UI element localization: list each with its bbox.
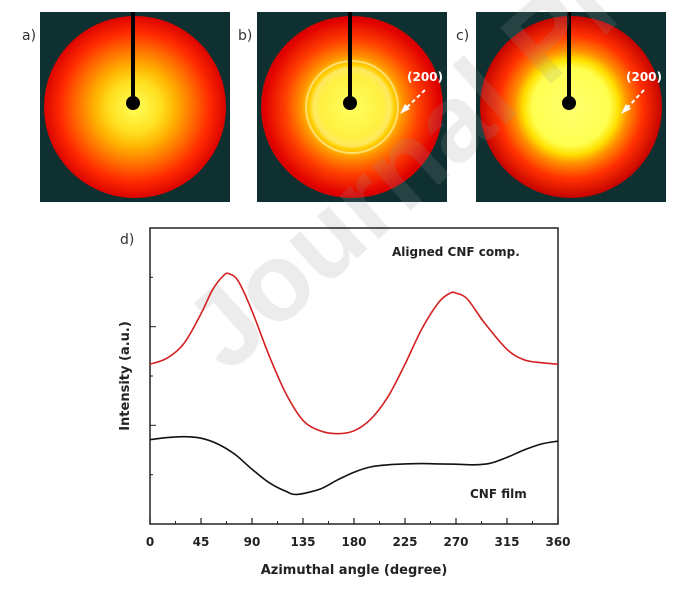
x-tick-label: 0 bbox=[146, 535, 154, 549]
panel-label-b: b) bbox=[238, 28, 253, 44]
series-lines bbox=[149, 272, 559, 496]
diffraction-pattern-c: (200) bbox=[476, 12, 666, 202]
panel-label-d: d) bbox=[120, 232, 135, 248]
panel-label-c: c) bbox=[456, 28, 470, 44]
pattern-b-beamstop-arm bbox=[348, 12, 352, 104]
series-label-0: Aligned CNF comp. bbox=[392, 245, 520, 259]
pattern-b-arrow bbox=[400, 89, 426, 114]
diffraction-pattern-b: (200) bbox=[257, 12, 447, 202]
pattern-c-peak-label: (200) bbox=[626, 70, 663, 84]
diffraction-pattern-a bbox=[40, 12, 230, 202]
x-tick-label: 90 bbox=[244, 535, 261, 549]
x-tick-label: 360 bbox=[545, 535, 570, 549]
x-axis-label: Azimuthal angle (degree) bbox=[261, 563, 448, 578]
plot-frame bbox=[149, 227, 559, 525]
series-label-1: CNF film bbox=[470, 487, 527, 501]
pattern-c-beamstop-arm bbox=[567, 12, 571, 104]
panel-label-a: a) bbox=[22, 28, 37, 44]
pattern-b-200-ring bbox=[305, 60, 399, 154]
pattern-c-beamstop bbox=[562, 96, 576, 110]
pattern-c-arrow bbox=[621, 89, 645, 114]
x-tick-label: 270 bbox=[443, 535, 468, 549]
pattern-a-beamstop bbox=[126, 96, 140, 110]
x-tick-label: 315 bbox=[494, 535, 519, 549]
pattern-b-beamstop bbox=[343, 96, 357, 110]
y-axis-ticks bbox=[150, 276, 156, 476]
series-line-1 bbox=[149, 435, 559, 496]
pattern-a-beamstop-arm bbox=[131, 12, 135, 104]
series-labels: Aligned CNF comp. CNF film bbox=[392, 245, 527, 501]
x-tick-label: 45 bbox=[193, 535, 210, 549]
pattern-b-peak-label: (200) bbox=[407, 70, 444, 84]
series-line-0 bbox=[149, 272, 559, 435]
x-axis-ticks: 0 45 90 135 180 225 270 315 360 bbox=[146, 518, 571, 549]
x-tick-label: 225 bbox=[392, 535, 417, 549]
x-tick-label: 180 bbox=[341, 535, 366, 549]
y-axis-label: Intensity (a.u.) bbox=[118, 321, 133, 431]
x-tick-label: 135 bbox=[290, 535, 315, 549]
